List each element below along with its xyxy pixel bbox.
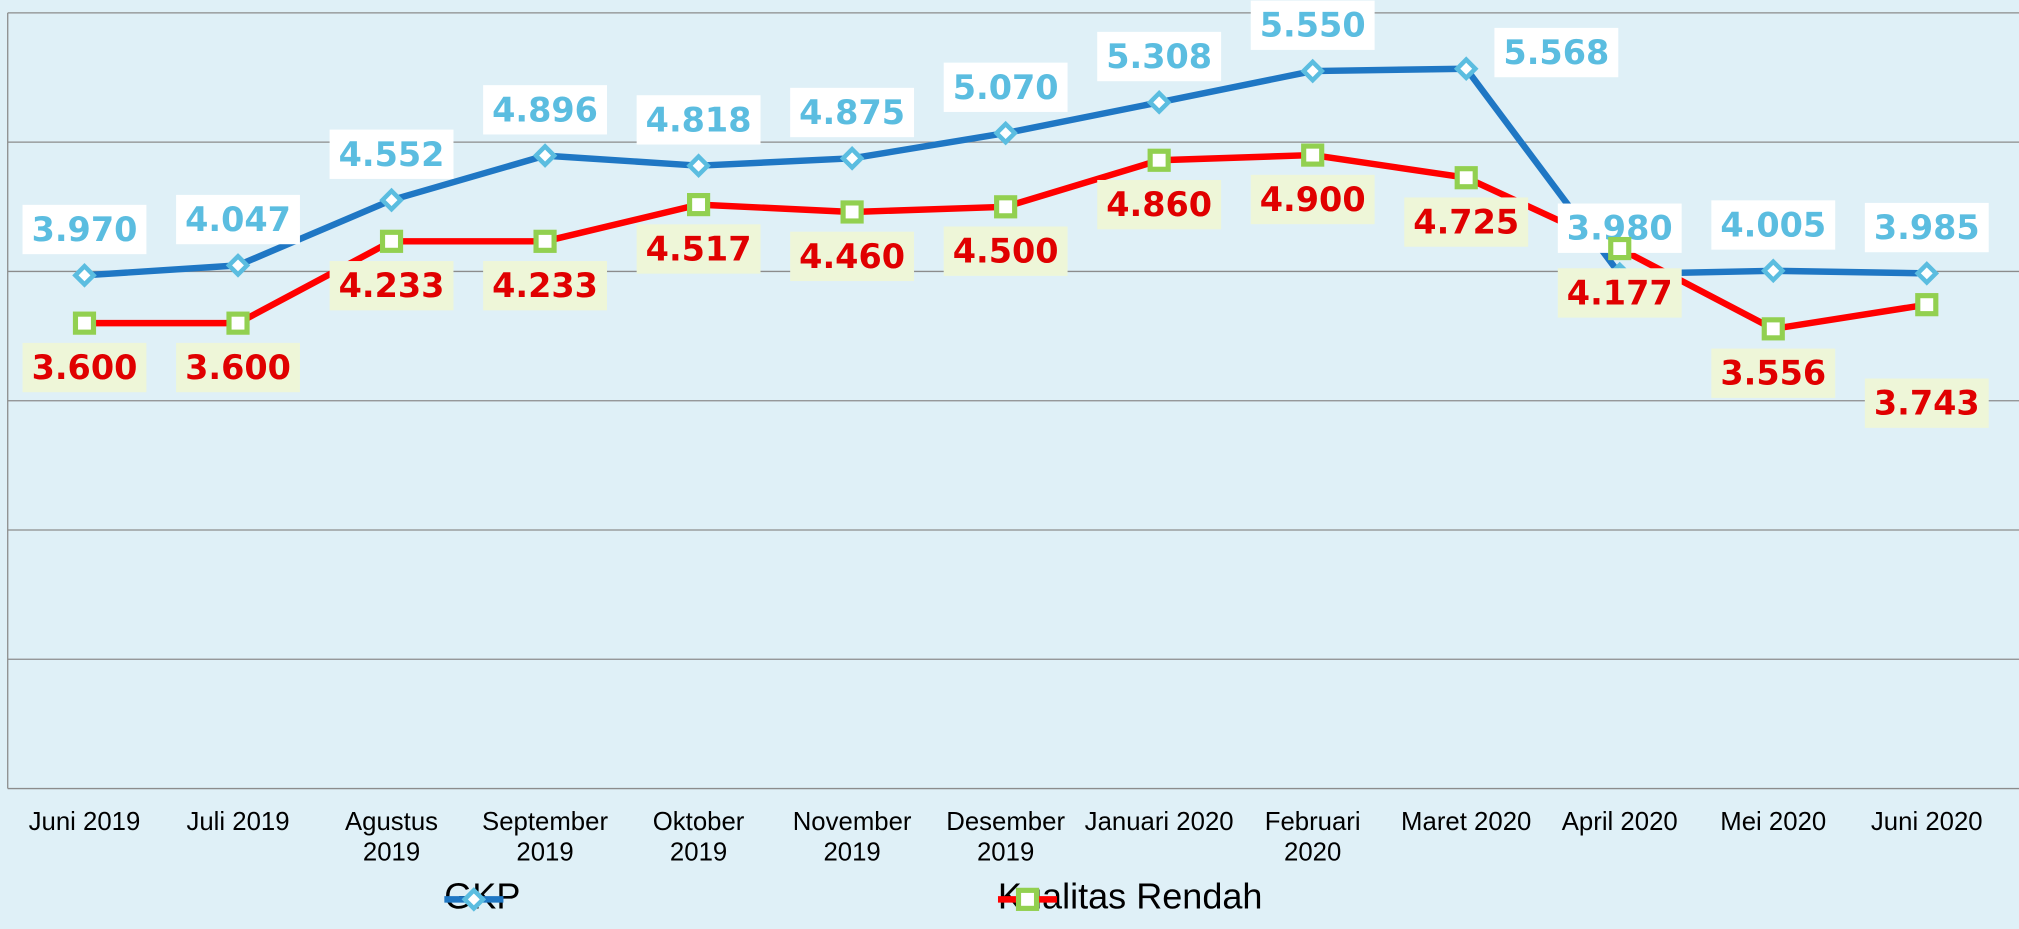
data-label: 4.005 [1711,200,1835,249]
marker [382,191,400,209]
legend-icon [444,876,503,922]
marker [997,124,1015,142]
data-label: 4.900 [1251,175,1375,224]
marker [1918,264,1936,282]
legend-icon [998,876,1057,922]
x-tick-label: Juni 2020 [1852,807,2001,838]
data-label-text: 4.500 [953,232,1059,271]
data-label: 4.552 [330,130,454,179]
data-label-text: 4.047 [185,200,291,239]
data-label: 3.743 [1865,379,1989,428]
data-label: 5.070 [944,63,1068,112]
data-label-text: 3.743 [1874,384,1980,423]
data-label-text: 4.725 [1413,203,1519,242]
marker [1150,151,1168,169]
legend-marker [1019,890,1037,908]
marker [383,232,401,250]
data-label-text: 3.985 [1874,208,1980,247]
data-label-text: 4.517 [646,229,752,268]
data-label-text: 4.818 [646,100,752,139]
data-label: 4.860 [1097,180,1221,229]
x-tick-label: Juni 2019 [10,807,159,838]
data-label: 5.308 [1097,32,1221,81]
legend-item: Kualitas Rendah [998,876,1263,917]
marker [1304,146,1322,164]
data-label-text: 3.600 [185,348,291,387]
x-tick-label: Maret 2020 [1392,807,1541,838]
data-label-text: 4.005 [1720,205,1826,244]
data-label-text: 4.896 [492,90,598,129]
data-label-text: 5.550 [1260,6,1366,45]
data-label: 3.600 [176,343,300,392]
x-tick-label: Januari 2020 [1084,807,1233,838]
data-label-text: 3.556 [1720,354,1826,393]
marker [229,314,247,332]
x-tick-label: November 2019 [777,807,926,869]
data-label: 5.568 [1494,28,1618,77]
legend: GKP Kualitas Rendah [0,876,2019,922]
x-tick-label: April 2020 [1545,807,1694,838]
marker [1918,296,1936,314]
marker [689,157,707,175]
marker [690,196,708,214]
data-label: 3.970 [23,205,147,254]
marker [1764,320,1782,338]
data-label-text: 5.568 [1503,33,1609,72]
marker [75,314,93,332]
marker [843,203,861,221]
data-label-text: 4.552 [339,135,445,174]
marker [1611,240,1629,258]
data-label: 4.460 [790,232,914,281]
x-tick-label: Agustus 2019 [317,807,466,869]
data-label-text: 4.233 [492,266,598,305]
x-tick-label: Juli 2019 [163,807,312,838]
x-tick-label: September 2019 [470,807,619,869]
x-tick-label: Februari 2020 [1238,807,1387,869]
data-label: 4.725 [1404,197,1528,246]
marker [997,198,1015,216]
data-label-text: 4.177 [1567,273,1673,312]
data-label: 4.896 [483,85,607,134]
data-label-text: 4.460 [799,237,905,276]
data-label: 4.818 [637,95,761,144]
legend-marker [465,890,483,908]
marker [1457,169,1475,187]
data-label: 4.047 [176,195,300,244]
data-label: 4.517 [637,224,761,273]
marker [1764,262,1782,280]
data-label: 3.985 [1865,203,1989,252]
data-label: 4.233 [330,261,454,310]
x-tick-label: Mei 2020 [1699,807,1848,838]
data-label: 4.177 [1558,268,1682,317]
marker [75,266,93,284]
data-label-text: 4.860 [1106,185,1212,224]
marker [843,149,861,167]
data-label-text: 5.308 [1106,37,1212,76]
marker [536,146,554,164]
x-tick-label: Desember 2019 [931,807,1080,869]
data-label: 4.875 [790,88,914,137]
data-label: 4.500 [944,227,1068,276]
marker [1150,93,1168,111]
data-label-text: 3.970 [32,210,138,249]
x-tick-label: Oktober 2019 [624,807,773,869]
legend-item: GKP [444,876,520,917]
data-label-text: 4.900 [1260,180,1366,219]
data-label: 4.233 [483,261,607,310]
chart: 3.970 4.047 4.552 4.896 4.818 4.875 5.070 5.308… [0,0,2019,929]
chart-container: 3.970 4.047 4.552 4.896 4.818 4.875 5.070 5.308… [0,0,2019,929]
data-label-text: 5.070 [953,68,1059,107]
marker [536,232,554,250]
marker [1304,62,1322,80]
data-label-text: 4.875 [799,93,905,132]
data-label: 5.550 [1251,1,1375,50]
data-label-text: 3.600 [32,348,138,387]
data-label: 3.600 [23,343,147,392]
data-label: 3.556 [1711,349,1835,398]
data-label-text: 4.233 [339,266,445,305]
